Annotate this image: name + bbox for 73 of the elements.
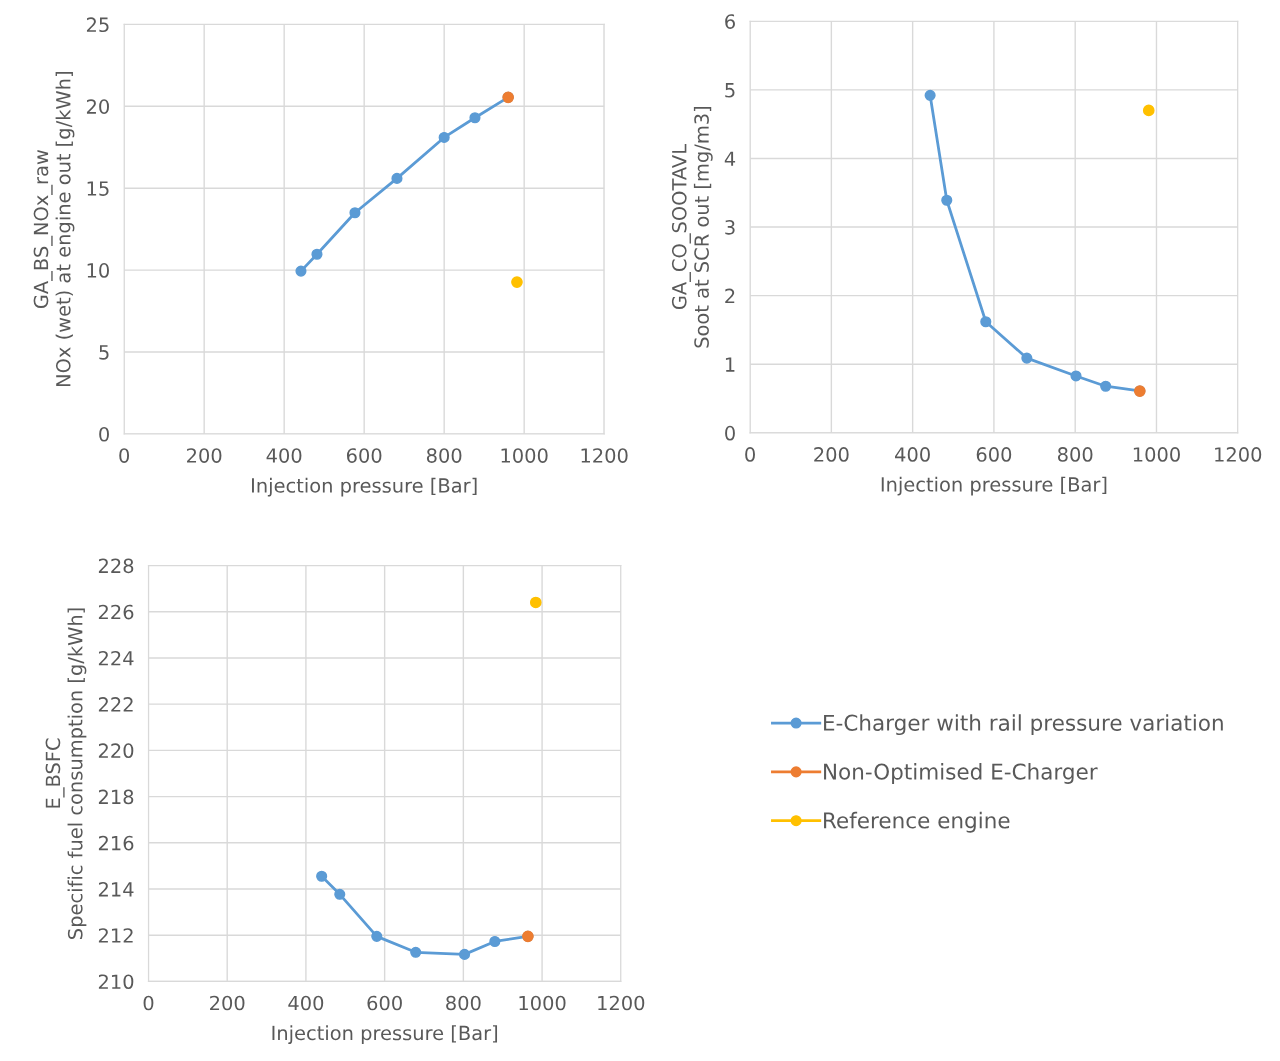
point <box>511 276 523 288</box>
y-tick-label: 228 <box>98 558 134 574</box>
point <box>311 248 323 260</box>
point <box>529 596 542 609</box>
x-tick-label: 0 <box>143 995 154 1011</box>
y-tick-label: 0 <box>99 426 109 442</box>
point <box>334 888 346 900</box>
x-tick-label: 1200 <box>1215 447 1262 462</box>
x-tick-label: 1200 <box>598 995 645 1011</box>
point <box>1021 352 1033 364</box>
y-tick-label: 226 <box>98 604 134 620</box>
x-tick-label: 200 <box>187 448 222 463</box>
x-tick-label: 0 <box>745 447 755 462</box>
x-tick-label: 1000 <box>519 995 566 1011</box>
y-tick-label: 0 <box>725 425 735 441</box>
point <box>438 131 450 143</box>
point <box>295 265 307 277</box>
legend-label: Non-Optimised E-Charger <box>824 763 1098 784</box>
y-tick-label: 2 <box>725 288 735 304</box>
y-tick-label: 3 <box>725 220 735 235</box>
y-tick-label: 10 <box>87 263 109 278</box>
y-tick-label: 5 <box>725 83 735 98</box>
point <box>349 207 361 219</box>
x-tick-label: 1000 <box>501 448 548 463</box>
x-tick-label: 600 <box>976 447 1012 462</box>
y-tick-label: 222 <box>98 697 133 712</box>
y-tick-label: 224 <box>98 650 134 666</box>
x-tick-label: 1000 <box>1133 447 1180 462</box>
point <box>489 935 501 948</box>
x-axis-title: Injection pressure [Bar] <box>881 476 1107 496</box>
x-axis-title: Injection pressure [Bar] <box>272 1025 498 1045</box>
y-axis-title: GA_CO_SOOTAVL Soot at SCR out [mg/m3] <box>671 106 713 348</box>
point <box>316 870 328 882</box>
x-tick-label: 400 <box>288 995 324 1011</box>
y-tick-label: 216 <box>98 835 134 851</box>
point <box>980 316 992 328</box>
point <box>371 930 383 942</box>
x-tick-label: 800 <box>1057 447 1093 462</box>
y-tick-label: 20 <box>86 99 109 114</box>
x-tick-label: 200 <box>210 995 245 1011</box>
x-tick-label: 600 <box>367 995 402 1011</box>
y-axis-title: E_BSFC Specific fuel consumption [g/kWh] <box>45 608 87 939</box>
x-tick-label: 400 <box>266 448 302 463</box>
point <box>391 172 403 184</box>
point <box>458 948 471 960</box>
y-tick-label: 212 <box>98 928 133 943</box>
point <box>941 194 953 206</box>
y-axis-title: GA_BS_NOx_raw NOx (wet) at engine out [g/kWh] <box>33 72 75 387</box>
legend-label: E-Charger with rail pressure variation <box>824 714 1223 736</box>
point <box>1142 104 1155 117</box>
y-tick-label: 4 <box>724 151 736 166</box>
x-tick-label: 800 <box>446 995 481 1011</box>
x-tick-label: 200 <box>814 447 849 462</box>
x-tick-label: 600 <box>346 448 382 463</box>
y-tick-label: 1 <box>725 357 735 372</box>
point <box>1070 370 1082 382</box>
x-tick-label: 1200 <box>581 448 628 463</box>
point <box>1100 380 1112 392</box>
point <box>469 112 481 124</box>
y-tick-label: 220 <box>98 743 134 759</box>
y-tick-label: 210 <box>98 974 134 990</box>
point <box>410 946 422 958</box>
y-tick-label: 5 <box>99 345 109 360</box>
y-tick-label: 214 <box>98 881 134 897</box>
point <box>924 89 936 101</box>
y-tick-label: 25 <box>86 17 109 33</box>
x-axis-title: Injection pressure [Bar] <box>252 477 477 497</box>
legend-label: Reference engine <box>824 811 1010 833</box>
x-tick-label: 800 <box>426 448 462 463</box>
x-tick-label: 400 <box>895 447 930 462</box>
y-tick-label: 6 <box>725 14 735 29</box>
y-tick-label: 15 <box>87 181 109 196</box>
y-tick-label: 218 <box>98 789 134 805</box>
